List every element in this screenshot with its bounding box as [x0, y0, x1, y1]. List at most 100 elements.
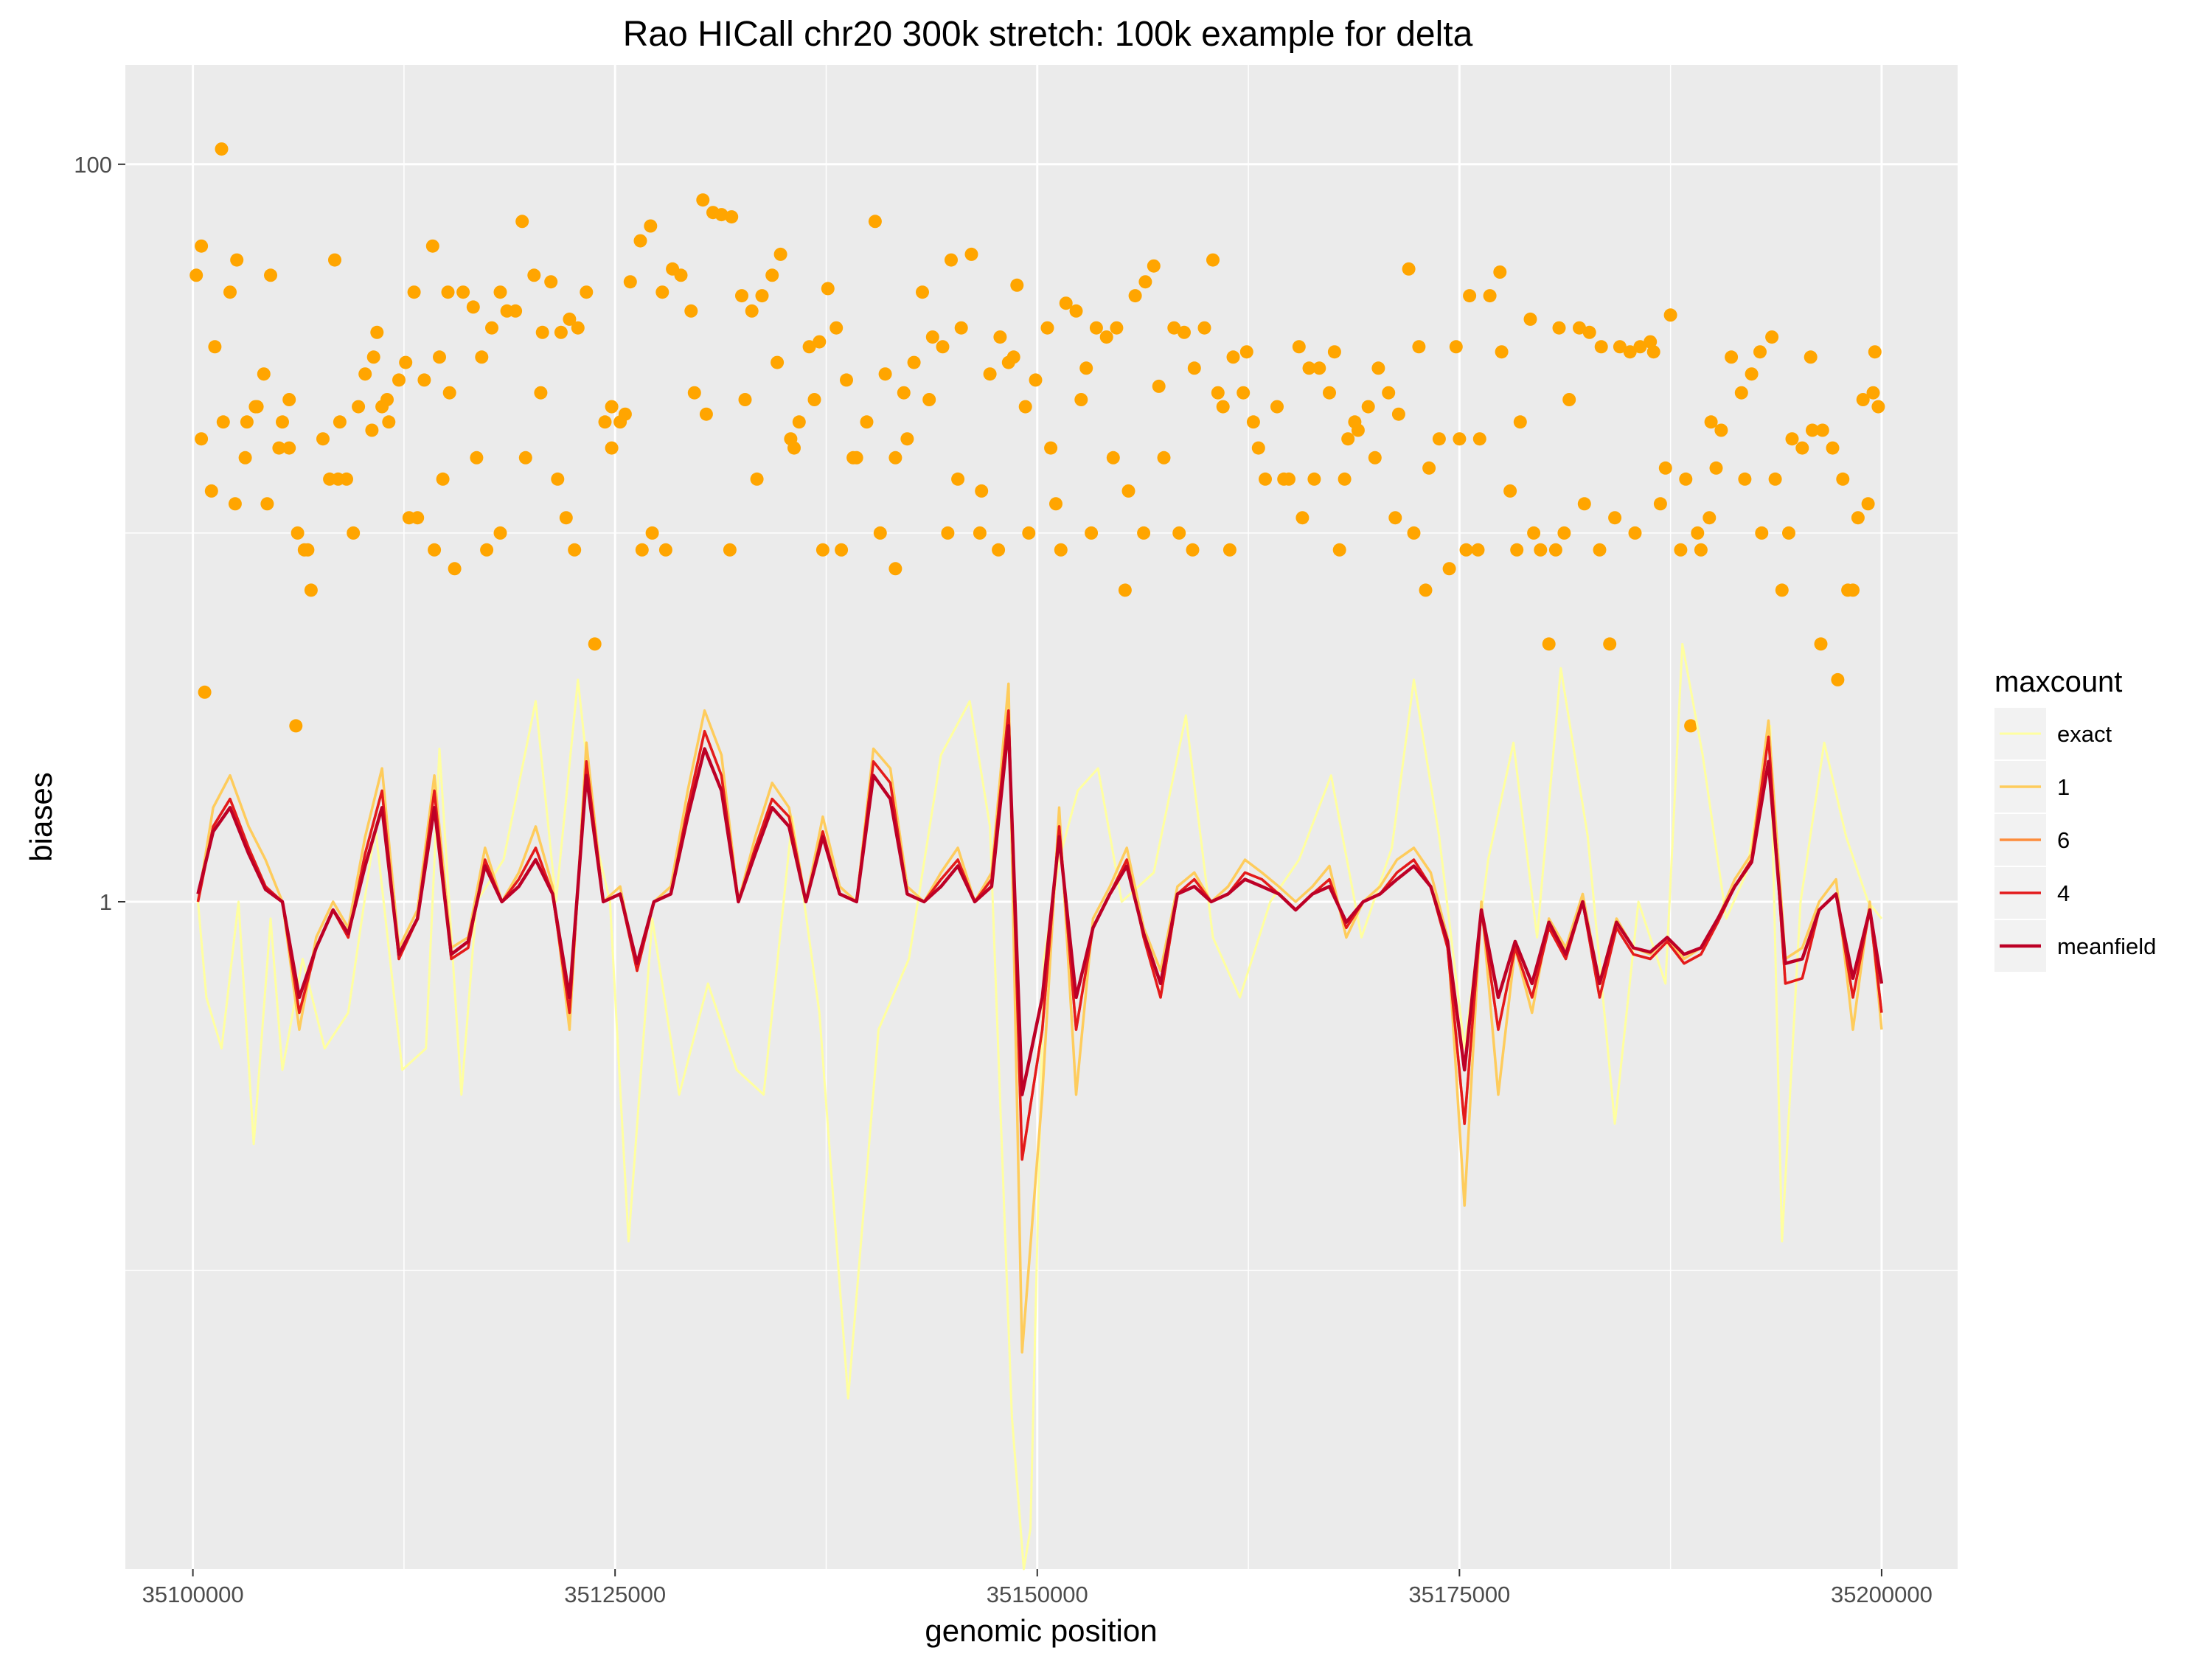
bias-point [1302, 361, 1316, 375]
x-tick-label: 35175000 [1408, 1582, 1510, 1607]
bias-point [1542, 637, 1556, 651]
bias-point [618, 407, 632, 421]
bias-point [1814, 637, 1828, 651]
bias-point [1861, 497, 1875, 511]
bias-point [1361, 400, 1375, 414]
bias-point [195, 239, 209, 253]
bias-point [1197, 321, 1211, 335]
bias-point [240, 415, 254, 429]
bias-point [1089, 321, 1103, 335]
bias-point [1593, 543, 1607, 557]
bias-point [264, 268, 277, 282]
bias-point [551, 472, 565, 486]
bias-point [605, 400, 619, 414]
bias-point [922, 393, 936, 406]
bias-point [493, 526, 507, 540]
legend-label: exact [2057, 721, 2112, 747]
bias-point [1856, 393, 1870, 406]
bias-point [1663, 308, 1677, 322]
legend-label: 1 [2057, 774, 2070, 800]
bias-point [1851, 511, 1865, 525]
bias-point [815, 543, 830, 557]
bias-point [428, 543, 442, 557]
bias-point [983, 367, 997, 381]
bias-point [215, 142, 229, 156]
bias-point [1152, 379, 1166, 393]
bias-point [392, 373, 406, 387]
bias-point [1338, 472, 1352, 486]
bias-point [1118, 583, 1132, 597]
bias-point [466, 300, 480, 314]
bias-point [1725, 350, 1739, 364]
bias-point [1085, 526, 1099, 540]
bias-point [1753, 345, 1767, 359]
bias-point [282, 441, 296, 455]
bias-point [480, 543, 494, 557]
bias-point [1453, 432, 1467, 446]
bias-point [1768, 472, 1782, 486]
bias-point [1704, 415, 1718, 429]
bias-point [773, 247, 787, 261]
bias-point [563, 312, 577, 326]
bias-point [623, 275, 637, 289]
bias-point [1277, 472, 1291, 486]
bias-point [658, 543, 672, 557]
bias-point [448, 562, 462, 576]
bias-point [365, 423, 379, 437]
bias-point [1044, 441, 1058, 455]
bias-point [1341, 432, 1355, 446]
bias-point [605, 441, 619, 455]
bias-point [282, 393, 296, 406]
bias-point [518, 451, 532, 465]
bias-point [559, 511, 573, 525]
bias-point [907, 355, 921, 369]
bias-point [1157, 451, 1171, 465]
bias-point [1684, 719, 1698, 733]
bias-point [755, 289, 769, 303]
bias-point [1251, 441, 1265, 455]
x-tick-label: 35200000 [1831, 1582, 1933, 1607]
bias-point [1323, 386, 1336, 400]
data-points [189, 142, 1885, 733]
bias-point [333, 415, 347, 429]
bias-point [771, 355, 785, 369]
bias-point [331, 472, 345, 486]
bias-point [1841, 583, 1855, 597]
bias-point [347, 526, 361, 540]
bias-point [1653, 497, 1667, 511]
bias-point [1259, 472, 1272, 486]
bias-point [1513, 415, 1527, 429]
x-axis-title: genomic position [925, 1613, 1157, 1648]
bias-point [1775, 583, 1789, 597]
series-line-exact [197, 642, 1883, 1571]
bias-point [544, 275, 558, 289]
bias-point [888, 451, 902, 465]
bias-point [813, 335, 827, 349]
bias-point [1327, 345, 1341, 359]
bias-point [1573, 321, 1586, 335]
bias-point [635, 543, 649, 557]
y-tick-label: 1 [100, 889, 112, 915]
bias-point [380, 393, 394, 406]
bias-point [358, 367, 372, 381]
bias-point [1295, 511, 1310, 525]
plot-panel [125, 65, 1958, 1569]
bias-point [1206, 253, 1220, 267]
legend-label: 6 [2057, 827, 2070, 853]
bias-point [1211, 386, 1225, 400]
bias-point [1679, 472, 1693, 486]
bias-point [1804, 350, 1818, 364]
bias-point [1562, 393, 1576, 406]
bias-point [1110, 321, 1124, 335]
bias-point [433, 350, 446, 364]
bias-point [1548, 543, 1562, 557]
bias-point [787, 441, 801, 455]
y-axis-title: biases [24, 772, 58, 861]
bias-point [941, 526, 955, 540]
bias-point [1795, 441, 1809, 455]
bias-point [992, 543, 1006, 557]
legend-label: 4 [2057, 880, 2070, 906]
bias-point [1471, 543, 1485, 557]
bias-point [684, 304, 698, 318]
bias-point [352, 400, 366, 414]
